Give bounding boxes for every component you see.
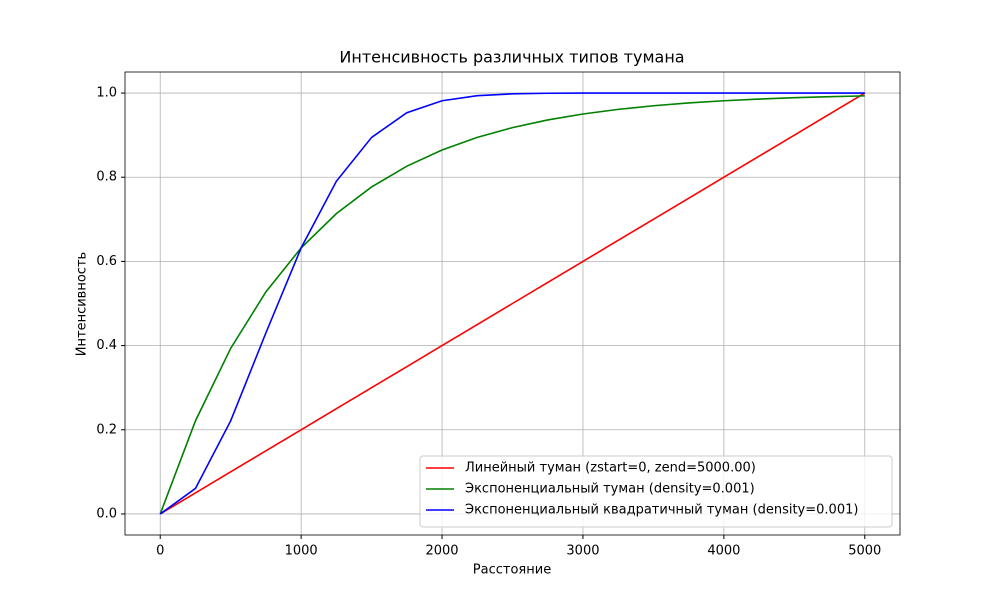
legend-box [419, 455, 893, 528]
legend-label: Линейный туман (zstart=0, zend=5000.00) [465, 461, 756, 476]
y-tick-label: 1.0 [96, 86, 117, 101]
x-tick-label: 1000 [285, 544, 318, 559]
x-tick-label: 5000 [848, 544, 881, 559]
x-tick-label: 2000 [425, 544, 458, 559]
legend: Линейный туман (zstart=0, zend=5000.00) Э… [419, 455, 893, 528]
x-tick-label: 4000 [707, 544, 740, 559]
y-tick-label: 0.8 [96, 170, 117, 185]
series-line [159, 92, 865, 515]
y-axis-label: Интенсивность [75, 252, 90, 356]
x-axis-label: Расстояние [473, 563, 551, 578]
series-line [159, 95, 865, 515]
y-tick-label: 0.0 [96, 506, 117, 521]
chart-title: Интенсивность различных типов тумана [339, 48, 684, 67]
y-tick-label: 0.2 [96, 422, 117, 437]
x-tick-label: 3000 [566, 544, 599, 559]
plot-frame [124, 71, 901, 536]
y-tick-label: 0.4 [96, 338, 117, 353]
legend-label: Экспоненциальный квадратичный туман (den… [465, 503, 858, 518]
legend-label: Экспоненциальный туман (density=0.001) [465, 482, 755, 497]
y-tick-label: 0.6 [96, 254, 117, 269]
series-line [159, 92, 866, 515]
x-tick-label: 0 [156, 544, 164, 559]
